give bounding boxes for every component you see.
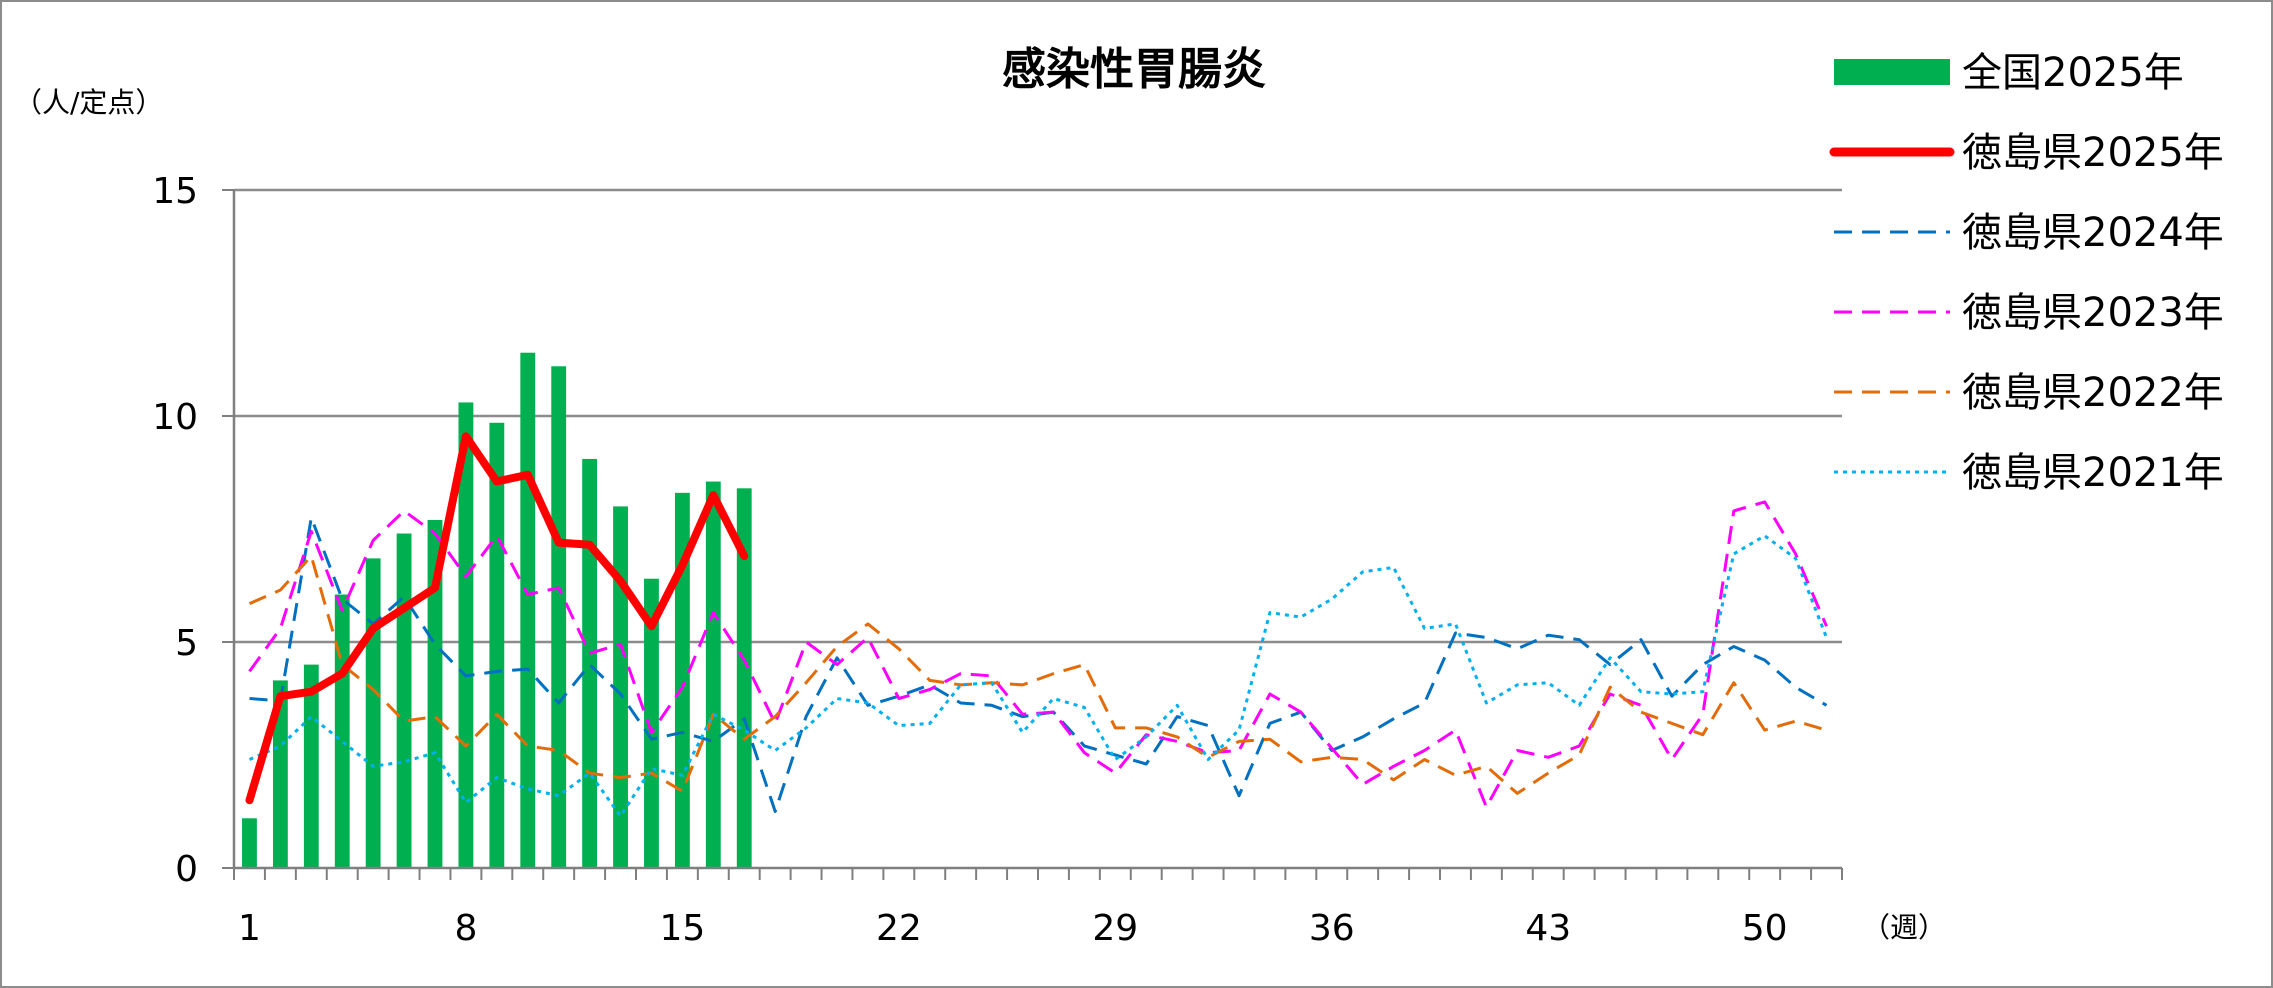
x-tick-label: 1 <box>238 908 261 949</box>
legend-label: 徳島県2023年 <box>1962 290 2224 336</box>
y-tick-label: 10 <box>152 397 198 438</box>
x-axis-unit-label: （週） <box>1862 911 1946 944</box>
x-tick-label: 50 <box>1742 908 1788 949</box>
bar <box>458 402 474 868</box>
bar <box>705 481 721 868</box>
legend-swatch-bar <box>1834 59 1950 85</box>
legend: 全国2025年徳島県2025年徳島県2024年徳島県2023年徳島県2022年徳… <box>1829 50 2224 496</box>
chart-title: 感染性胃腸炎 <box>1002 44 1266 95</box>
bar <box>396 533 412 868</box>
legend-label: 徳島県2025年 <box>1962 130 2224 176</box>
bar <box>582 458 598 868</box>
x-tick-label: 15 <box>659 908 705 949</box>
bar <box>365 558 381 868</box>
bar <box>736 488 752 868</box>
series-line-1 <box>245 432 749 805</box>
legend-label: 徳島県2024年 <box>1962 210 2224 256</box>
y-axis-unit-label: （人/定点） <box>14 86 163 119</box>
legend-label: 徳島県2022年 <box>1962 370 2224 416</box>
bar <box>520 352 536 869</box>
bar <box>489 422 505 868</box>
gridlines <box>234 188 1842 644</box>
bar <box>674 492 690 868</box>
axes: 0 5 10 15 1 8 15 22 29 36 43 50 <box>152 171 1843 949</box>
x-tick-label: 8 <box>454 908 477 949</box>
bar <box>334 594 350 868</box>
bar <box>551 366 567 868</box>
series-line-5 <box>248 534 1828 818</box>
legend-label: 全国2025年 <box>1962 50 2184 96</box>
series-line-2 <box>249 516 1828 813</box>
bar-series-layer <box>242 352 752 869</box>
legend-label: 徳島県2021年 <box>1962 450 2224 496</box>
y-tick-label: 15 <box>152 171 198 212</box>
x-tick-label: 43 <box>1525 908 1571 949</box>
y-tick-label: 0 <box>175 849 198 890</box>
bar <box>427 519 443 868</box>
bar <box>644 578 659 868</box>
series-line-3 <box>248 500 1828 809</box>
line-series-layer <box>245 432 1828 818</box>
x-tick-label: 29 <box>1092 908 1138 949</box>
x-tick-label: 22 <box>876 908 922 949</box>
y-tick-label: 5 <box>175 623 198 664</box>
x-tick-label: 36 <box>1309 908 1355 949</box>
bar <box>242 818 257 868</box>
series-line-4 <box>248 554 1827 795</box>
bar <box>272 680 288 868</box>
bar <box>303 664 319 868</box>
